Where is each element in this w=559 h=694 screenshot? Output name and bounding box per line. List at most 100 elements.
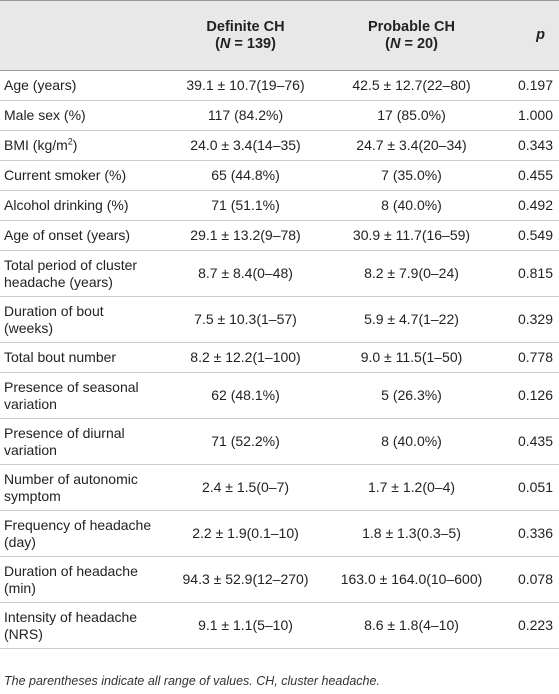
p-value: 0.078 (494, 556, 559, 603)
table-row: Current smoker (%) 65 (44.8%) 7 (35.0%) 0.4… (0, 160, 559, 191)
header-cell: Definite CH (N = 139) (162, 1, 329, 71)
p-value: 0.197 (494, 70, 559, 101)
header-text: Probable CH (367, 18, 455, 35)
row-label: Number of autonomic symptom (0, 464, 162, 511)
table-row: BMI (kg/m2) 24.0 ± 3.4(14–35) 24.7 ± 3.4(2… (0, 130, 559, 161)
p-value: 0.549 (494, 220, 559, 251)
table-row: Male sex (%) 117 (84.2%) 17 (85.0%) 1.000 (0, 100, 559, 131)
label-sup: 2 (67, 136, 73, 147)
p-value: 0.778 (494, 342, 559, 373)
label-line: Frequency of headache (4, 516, 152, 533)
cell-value: 24.0 ± 3.4(14–35) (162, 130, 329, 161)
cell-value: 8 (40.0%) (329, 190, 494, 221)
cell-value: 65 (44.8%) (162, 160, 329, 191)
table-row: Age (years) 39.1 ± 10.7(19–76) 42.5 ± 12.7… (0, 70, 559, 101)
table-row: Alcohol drinking (%) 71 (51.1%) 8 (40.0%) 0… (0, 190, 559, 221)
cell-value: 8.2 ± 7.9(0–24) (329, 250, 494, 297)
label-line: Number of autonomic (4, 470, 138, 487)
row-label: Intensity of headache (NRS) (0, 602, 162, 649)
cell-value: 42.5 ± 12.7(22–80) (329, 70, 494, 101)
table-row: Presence of diurnal variation 71 (52.2%) 8 … (0, 418, 559, 465)
p-value: 0.492 (494, 190, 559, 221)
cell-value: 39.1 ± 10.7(19–76) (162, 70, 329, 101)
label-line: Presence of seasonal (4, 378, 139, 395)
label-line: (min) (4, 579, 36, 596)
cell-value: 71 (51.1%) (162, 190, 329, 221)
table-row: Presence of seasonal variation 62 (48.1%) 5… (0, 372, 559, 419)
label-line: Age (years) (4, 77, 77, 93)
table-row: Intensity of headache (NRS) 9.1 ± 1.1(5–10… (0, 602, 559, 649)
row-label: Alcohol drinking (%) (0, 190, 162, 221)
label-line: Duration of headache (4, 562, 138, 579)
cell-value: 62 (48.1%) (162, 372, 329, 419)
label-line: Duration of bout (4, 302, 104, 319)
label-line: Age of onset (years) (4, 227, 131, 243)
header-text: p (536, 27, 545, 43)
p-value: 0.126 (494, 372, 559, 419)
table-header: Definite CH (N = 139) Probable CH (N = 20) p (0, 0, 559, 71)
table-row: Total bout number 8.2 ± 12.2(1–100) 9.0 ± … (0, 342, 559, 373)
cell-value: 2.4 ± 1.5(0–7) (162, 464, 329, 511)
header-cell: Probable CH (N = 20) (329, 1, 494, 71)
p-value: 0.435 (494, 418, 559, 465)
label-line: Total period of cluster (4, 256, 138, 273)
row-label: Frequency of headache (day) (0, 510, 162, 557)
cell-value: 30.9 ± 11.7(16–59) (329, 220, 494, 251)
row-label: Duration of bout (weeks) (0, 296, 162, 343)
cell-value: 1.7 ± 1.2(0–4) (329, 464, 494, 511)
header-text: = 20) (400, 35, 438, 52)
label-line: BMI (kg/m (4, 137, 68, 153)
row-label: Age of onset (years) (0, 220, 162, 251)
cell-value: 8 (40.0%) (329, 418, 494, 465)
cell-value: 9.0 ± 11.5(1–50) (329, 342, 494, 373)
table-row: Duration of bout (weeks) 7.5 ± 10.3(1–57) 5… (0, 296, 559, 343)
header-text: Definite CH (206, 18, 285, 35)
p-value: 0.223 (494, 602, 559, 649)
data-table: Definite CH (N = 139) Probable CH (N = 20) p… (0, 0, 559, 649)
label-line: Alcohol drinking (%) (4, 197, 129, 213)
cell-value: 117 (84.2%) (162, 100, 329, 131)
table-row: Total period of cluster headache (years) 8… (0, 250, 559, 297)
label-line: headache (years) (4, 273, 113, 290)
p-value: 0.343 (494, 130, 559, 161)
p-value: 0.815 (494, 250, 559, 297)
label-line: Intensity of headache (4, 608, 138, 625)
label-line: (NRS) (4, 625, 43, 642)
row-label: BMI (kg/m2) (0, 130, 162, 161)
footnote: The parentheses indicate all range of va… (4, 674, 380, 688)
header-text: ( (385, 35, 390, 52)
label-line: Presence of diurnal (4, 424, 125, 441)
label-line: variation (4, 441, 57, 458)
header-text: ( (215, 35, 220, 52)
label-line: Total bout number (4, 349, 117, 365)
header-row: Definite CH (N = 139) Probable CH (N = 20) p (0, 0, 559, 71)
p-value: 0.329 (494, 296, 559, 343)
row-label: Total bout number (0, 342, 162, 373)
p-value: 0.455 (494, 160, 559, 191)
row-label: Current smoker (%) (0, 160, 162, 191)
cell-value: 163.0 ± 164.0(10–600) (329, 556, 494, 603)
cell-value: 94.3 ± 52.9(12–270) (162, 556, 329, 603)
label-line: variation (4, 395, 57, 412)
row-label: Duration of headache (min) (0, 556, 162, 603)
header-n: N (389, 35, 401, 52)
cell-value: 29.1 ± 13.2(9–78) (162, 220, 329, 251)
row-label: Presence of seasonal variation (0, 372, 162, 419)
cell-value: 24.7 ± 3.4(20–34) (329, 130, 494, 161)
cell-value: 5 (26.3%) (329, 372, 494, 419)
table-row: Frequency of headache (day) 2.2 ± 1.9(0.1–… (0, 510, 559, 557)
row-label: Presence of diurnal variation (0, 418, 162, 465)
cell-value: 8.6 ± 1.8(4–10) (329, 602, 494, 649)
cell-value: 7.5 ± 10.3(1–57) (162, 296, 329, 343)
label-line: ) (72, 137, 78, 153)
cell-value: 71 (52.2%) (162, 418, 329, 465)
label-line: Male sex (%) (4, 107, 86, 123)
cell-value: 9.1 ± 1.1(5–10) (162, 602, 329, 649)
header-cell: p (494, 1, 559, 71)
cell-value: 8.2 ± 12.2(1–100) (162, 342, 329, 373)
label-line: (day) (4, 533, 36, 550)
label-line: symptom (4, 487, 61, 504)
p-value: 0.336 (494, 510, 559, 557)
cell-value: 5.9 ± 4.7(1–22) (329, 296, 494, 343)
